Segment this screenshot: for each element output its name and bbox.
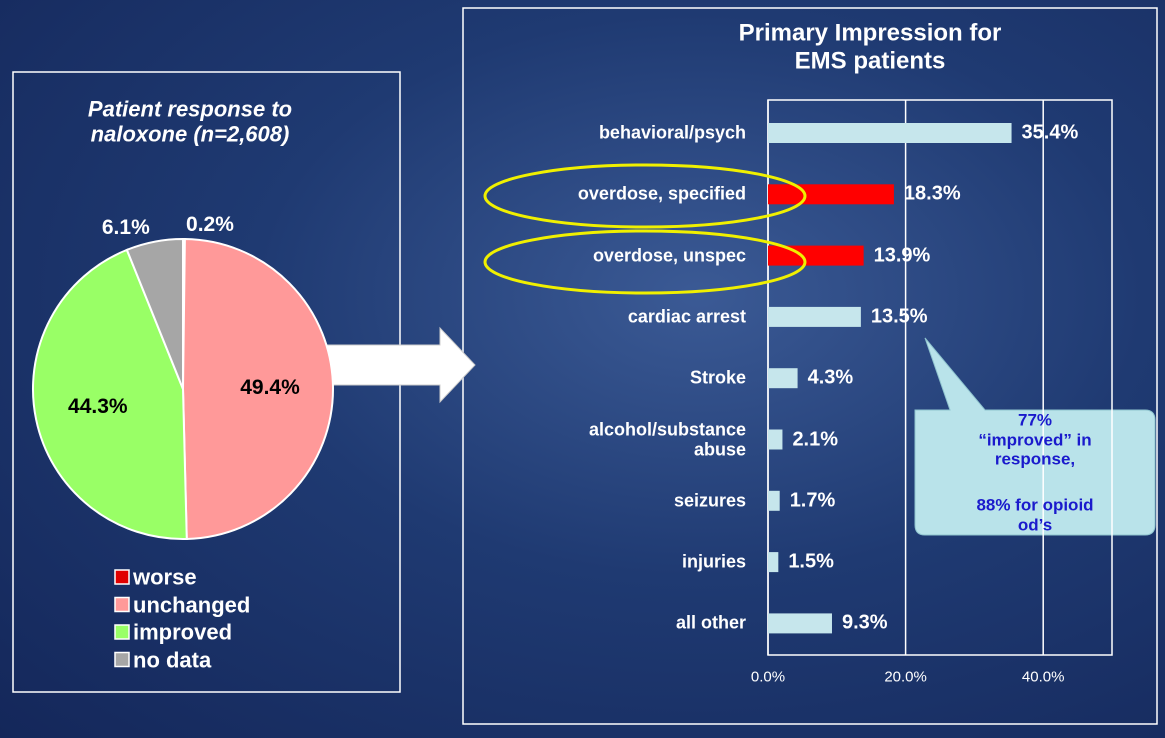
legend-label: worse: [133, 564, 197, 590]
data-label: 49.4%: [240, 376, 300, 400]
data-label: 35.4%: [1021, 121, 1079, 144]
data-label: 13.9%: [873, 244, 931, 267]
bar: [768, 245, 864, 266]
y-tick-label: Stroke: [689, 367, 746, 388]
legend-label: unchanged: [133, 591, 251, 617]
highlight-ellipse: [483, 163, 807, 229]
y-tick-label: all other: [675, 613, 746, 634]
legend-label: improved: [133, 619, 233, 645]
legend-swatch: [114, 624, 130, 640]
chart-title: Primary Impression for EMS patients: [738, 19, 1002, 74]
y-tick-label: alcohol/substance abuse: [588, 418, 746, 460]
pie-slice: [125, 237, 184, 390]
callout: [914, 337, 1156, 536]
data-label: 44.3%: [68, 394, 128, 418]
data-label: 2.1%: [792, 428, 839, 450]
y-tick-label: injuries: [681, 551, 746, 572]
x-tick-label: 40.0%: [1021, 668, 1065, 686]
legend-swatch: [114, 651, 130, 668]
legend-swatch: [114, 596, 130, 613]
legend-label: no data: [133, 646, 212, 672]
bar: [768, 368, 798, 389]
legend-swatch: [114, 569, 130, 585]
pie-slice: [181, 237, 335, 540]
x-tick-label: 0.0%: [750, 668, 786, 686]
data-label: 0.2%: [186, 212, 234, 236]
data-label: 9.3%: [841, 611, 888, 634]
bar: [768, 184, 894, 205]
bar: [768, 306, 861, 327]
data-label: 18.3%: [903, 182, 961, 205]
data-label: 1.5%: [788, 550, 834, 573]
highlight-ellipse: [483, 229, 807, 295]
data-label: 13.5%: [870, 305, 928, 328]
y-tick-label: overdose, specified: [577, 183, 746, 204]
data-label: 6.1%: [101, 215, 150, 239]
bar: [768, 490, 780, 511]
bar: [768, 552, 779, 573]
y-tick-label: behavioral/psych: [598, 122, 746, 143]
pie-slice: [32, 248, 188, 540]
data-label: 4.3%: [807, 366, 854, 389]
data-label: 1.7%: [789, 489, 836, 512]
bar: [768, 123, 1012, 143]
y-tick-label: overdose, unspec: [592, 245, 746, 266]
annotation: 88% for opioid od’s: [976, 495, 1094, 534]
pie-title: Patient response to naloxone (n=2,608): [87, 96, 293, 147]
y-tick-label: cardiac arrest: [627, 306, 746, 327]
y-tick-label: seizures: [673, 490, 746, 511]
annotation: 77% “improved” in response,: [978, 410, 1092, 469]
x-tick-label: 20.0%: [884, 668, 927, 686]
bar: [768, 613, 832, 634]
bar: [768, 429, 783, 450]
